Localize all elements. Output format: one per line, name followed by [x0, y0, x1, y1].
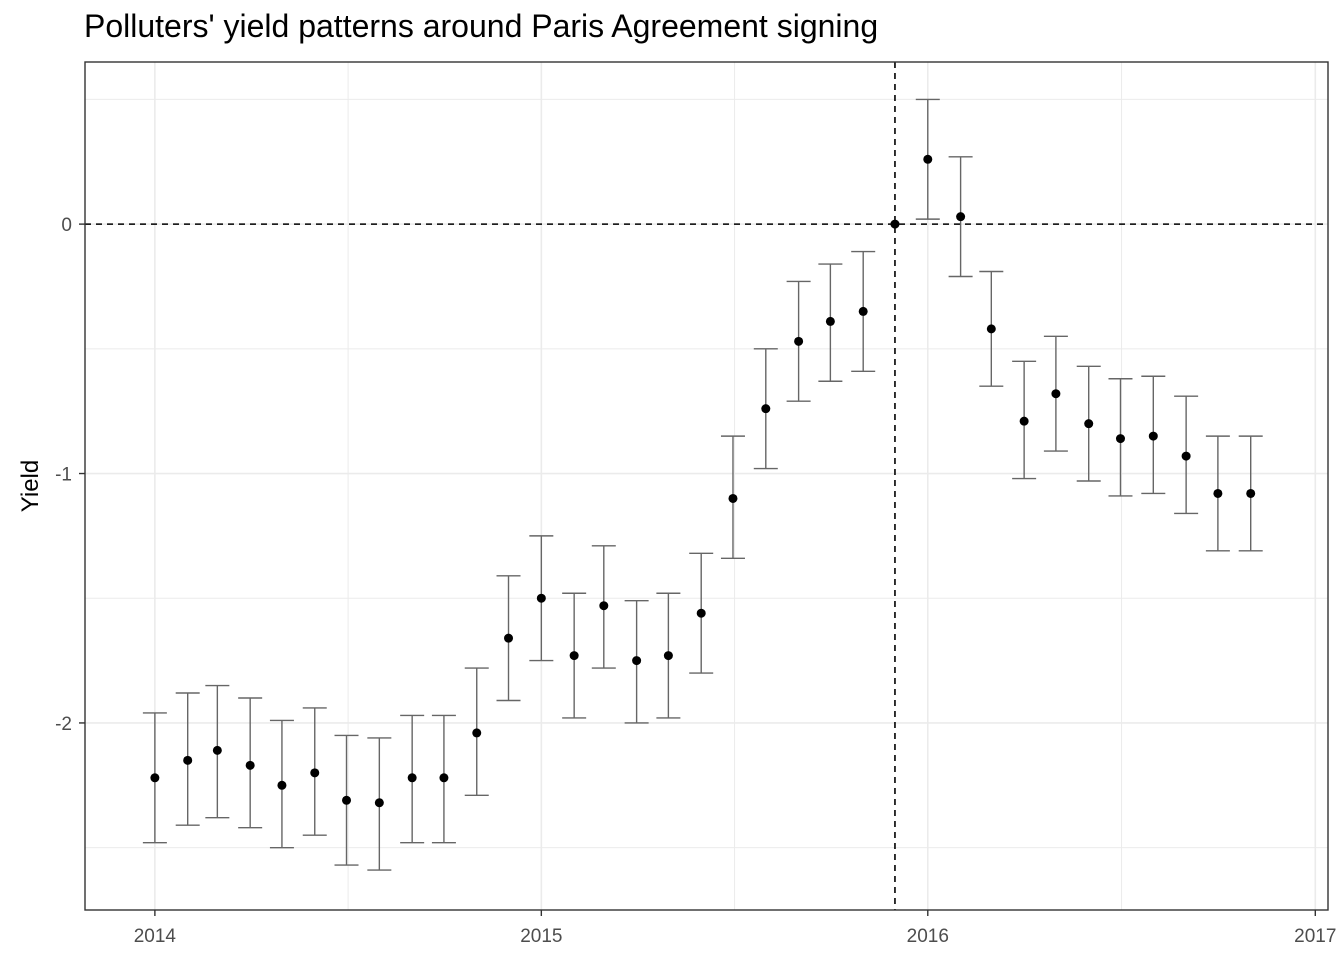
y-tick-label: -2 [55, 714, 72, 735]
data-point [696, 608, 706, 618]
data-point [663, 651, 673, 661]
data-point [986, 324, 996, 334]
data-point [212, 745, 222, 755]
x-tick-label: 2014 [134, 926, 177, 947]
x-tick-label: 2016 [907, 926, 949, 947]
data-point [632, 656, 642, 666]
data-point [277, 780, 287, 790]
point-layer [150, 154, 1256, 808]
data-point [374, 798, 384, 808]
data-point [342, 795, 352, 805]
data-point [1181, 451, 1191, 461]
major-gridlines [85, 62, 1328, 910]
data-point [825, 316, 835, 326]
data-point [923, 154, 933, 164]
data-point [1084, 419, 1094, 429]
data-point [956, 212, 966, 222]
data-point [1246, 488, 1256, 498]
panel-border [84, 61, 1329, 911]
y-tick-label: -1 [55, 465, 72, 486]
data-point [407, 773, 417, 783]
data-point [1019, 416, 1029, 426]
data-point [1115, 434, 1125, 444]
data-point [472, 728, 482, 738]
data-point [1213, 488, 1223, 498]
x-axis-tick-labels: 2014 2015 2016 2017 [134, 926, 1337, 947]
data-point [310, 768, 320, 778]
data-point [150, 773, 160, 783]
data-point [890, 219, 900, 229]
data-point [761, 404, 771, 414]
chart-title: Polluters' yield patterns around Paris A… [84, 8, 879, 44]
y-tick-label: 0 [61, 215, 72, 236]
minor-gridlines [85, 62, 1328, 910]
axis-ticks [79, 223, 1316, 916]
data-point [536, 593, 546, 603]
data-point [1051, 389, 1061, 399]
y-axis-title: Yield [17, 460, 44, 512]
data-point [728, 493, 738, 503]
errorbar-layer [142, 98, 1263, 871]
x-tick-label: 2015 [520, 926, 562, 947]
data-point [794, 336, 804, 346]
data-point [858, 306, 868, 316]
data-point [599, 601, 609, 611]
data-point [569, 651, 579, 661]
data-point [439, 773, 449, 783]
data-point [1148, 431, 1158, 441]
x-tick-label: 2017 [1294, 926, 1336, 947]
data-point [245, 760, 255, 770]
y-axis-tick-labels: 0 -1 -2 [55, 215, 72, 735]
data-point [183, 755, 193, 765]
data-point [504, 633, 514, 643]
reference-lines [85, 62, 1328, 910]
